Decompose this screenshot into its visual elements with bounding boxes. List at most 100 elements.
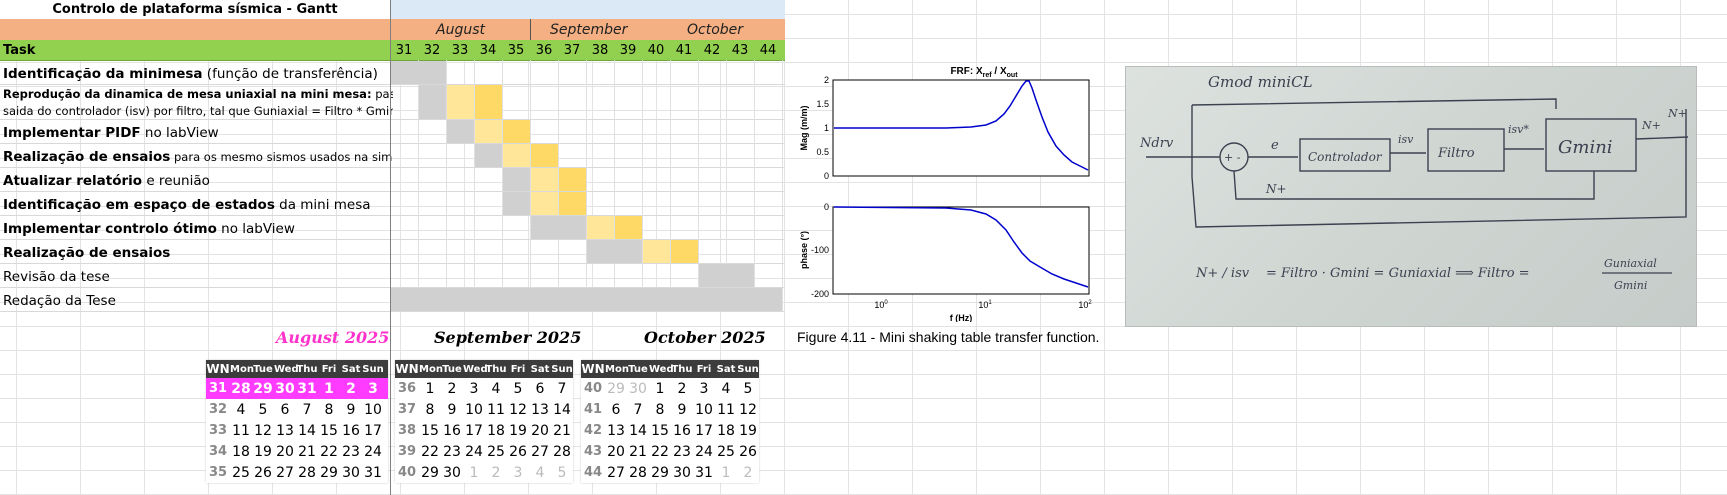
task-row-8[interactable]: Realização de ensaios (3, 245, 171, 261)
calendar-day[interactable]: 31 (364, 464, 382, 481)
calendar-day[interactable]: 31 (297, 380, 317, 397)
calendar-day[interactable]: 3 (513, 464, 523, 481)
calendar-day[interactable]: 22 (421, 443, 439, 460)
calendar-day[interactable]: 11 (717, 401, 735, 418)
task-row-6[interactable]: Identificação em espaço de estados da mi… (3, 197, 371, 213)
calendar-day[interactable]: 2 (447, 380, 457, 397)
calendar-day[interactable]: 25 (717, 443, 735, 460)
calendar-day[interactable]: 8 (425, 401, 435, 418)
calendar-day[interactable]: 12 (509, 401, 527, 418)
calendar-day[interactable]: 5 (557, 464, 567, 481)
calendar-day[interactable]: 8 (655, 401, 665, 418)
task-row-7[interactable]: Implementar controlo ótimo no labView (3, 221, 295, 237)
calendar-day[interactable]: 20 (531, 422, 549, 439)
calendar-day[interactable]: 8 (324, 401, 334, 418)
task-row-5[interactable]: Atualizar relatório e reunião (3, 173, 210, 189)
calendar-day[interactable]: 29 (320, 464, 338, 481)
calendar-day[interactable]: 5 (743, 380, 753, 397)
calendar-day[interactable]: 17 (695, 422, 713, 439)
calendar-day[interactable]: 4 (236, 401, 246, 418)
calendar-day[interactable]: 14 (629, 422, 647, 439)
calendar-day[interactable]: 2 (491, 464, 501, 481)
calendar-day[interactable]: 29 (651, 464, 669, 481)
calendar-day[interactable]: 3 (699, 380, 709, 397)
calendar-day[interactable]: 29 (607, 380, 625, 397)
calendar-day[interactable]: 26 (509, 443, 527, 460)
calendar-day[interactable]: 27 (531, 443, 549, 460)
calendar-day[interactable]: 15 (320, 422, 338, 439)
calendar-day[interactable]: 4 (535, 464, 545, 481)
calendar-day[interactable]: 4 (721, 380, 731, 397)
calendar-day[interactable]: 23 (673, 443, 691, 460)
calendar-day[interactable]: 10 (364, 401, 382, 418)
task-row-4[interactable]: Realização de ensaios para os mesmo sism… (3, 149, 393, 165)
calendar-day[interactable]: 3 (368, 380, 378, 397)
calendar-day[interactable]: 12 (254, 422, 272, 439)
calendar-day[interactable]: 5 (513, 380, 523, 397)
calendar-day[interactable]: 25 (487, 443, 505, 460)
calendar-day[interactable]: 2 (677, 380, 687, 397)
calendar-day[interactable]: 2 (346, 380, 356, 397)
calendar-day[interactable]: 21 (298, 443, 316, 460)
calendar-day[interactable]: 18 (487, 422, 505, 439)
calendar-day[interactable]: 19 (739, 422, 757, 439)
calendar-day[interactable]: 21 (553, 422, 571, 439)
calendar-day[interactable]: 30 (275, 380, 295, 397)
calendar-day[interactable]: 26 (254, 464, 272, 481)
task-row-2[interactable]: Reprodução da dinamica de mesa uniaxial … (3, 87, 393, 118)
calendar-day[interactable]: 9 (346, 401, 356, 418)
calendar-day[interactable]: 21 (629, 443, 647, 460)
calendar-day[interactable]: 31 (695, 464, 713, 481)
calendar-day[interactable]: 28 (231, 380, 251, 397)
calendar-day[interactable]: 30 (673, 464, 691, 481)
calendar-day[interactable]: 18 (717, 422, 735, 439)
calendar-day[interactable]: 13 (276, 422, 294, 439)
calendar-day[interactable]: 11 (487, 401, 505, 418)
calendar-day[interactable]: 9 (447, 401, 457, 418)
calendar-day[interactable]: 1 (721, 464, 731, 481)
task-row-3[interactable]: Implementar PIDF no labView (3, 125, 219, 141)
calendar-day[interactable]: 27 (607, 464, 625, 481)
calendar-day[interactable]: 7 (557, 380, 567, 397)
calendar-day[interactable]: 13 (607, 422, 625, 439)
calendar-day[interactable]: 29 (421, 464, 439, 481)
calendar-day[interactable]: 25 (232, 464, 250, 481)
calendar-day[interactable]: 24 (695, 443, 713, 460)
calendar-day[interactable]: 15 (421, 422, 439, 439)
calendar-day[interactable]: 12 (739, 401, 757, 418)
calendar-day[interactable]: 14 (553, 401, 571, 418)
calendar-day[interactable]: 30 (342, 464, 360, 481)
calendar-day[interactable]: 4 (491, 380, 501, 397)
calendar-day[interactable]: 18 (232, 443, 250, 460)
calendar-day[interactable]: 29 (253, 380, 273, 397)
calendar-day[interactable]: 17 (364, 422, 382, 439)
calendar-day[interactable]: 1 (469, 464, 479, 481)
calendar-day[interactable]: 22 (320, 443, 338, 460)
calendar-day[interactable]: 28 (298, 464, 316, 481)
calendar-day[interactable]: 27 (276, 464, 294, 481)
calendar-day[interactable]: 7 (633, 401, 643, 418)
calendar-day[interactable]: 1 (324, 380, 334, 397)
calendar-day[interactable]: 14 (298, 422, 316, 439)
calendar-day[interactable]: 15 (651, 422, 669, 439)
calendar-day[interactable]: 5 (258, 401, 268, 418)
task-row-9[interactable]: Revisão da tese (3, 269, 110, 285)
calendar-day[interactable]: 16 (673, 422, 691, 439)
calendar-day[interactable]: 17 (465, 422, 483, 439)
calendar-day[interactable]: 30 (443, 464, 461, 481)
calendar-day[interactable]: 2 (743, 464, 753, 481)
calendar-day[interactable]: 23 (443, 443, 461, 460)
calendar-day[interactable]: 23 (342, 443, 360, 460)
calendar-day[interactable]: 28 (553, 443, 571, 460)
calendar-day[interactable]: 9 (677, 401, 687, 418)
task-row-10[interactable]: Redação da Tese (3, 293, 116, 309)
calendar-day[interactable]: 16 (443, 422, 461, 439)
calendar-day[interactable]: 22 (651, 443, 669, 460)
calendar-day[interactable]: 6 (535, 380, 545, 397)
calendar-day[interactable]: 28 (629, 464, 647, 481)
calendar-day[interactable]: 20 (276, 443, 294, 460)
calendar-day[interactable]: 6 (280, 401, 290, 418)
calendar-day[interactable]: 16 (342, 422, 360, 439)
calendar-day[interactable]: 11 (232, 422, 250, 439)
calendar-day[interactable]: 13 (531, 401, 549, 418)
